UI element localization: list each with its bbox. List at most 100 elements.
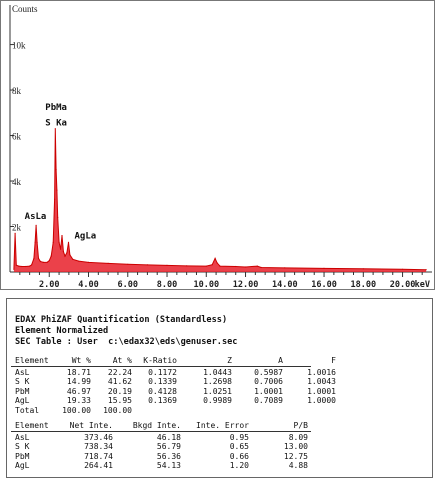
spectrum-point	[35, 224, 37, 226]
intensity-header-rule	[11, 430, 311, 432]
quant-cell: AsL	[15, 367, 30, 377]
spectrum-point	[402, 268, 404, 270]
intensity-cell: 1.20	[229, 461, 249, 471]
spectrum-point	[362, 268, 364, 270]
spectrum-area	[13, 128, 427, 272]
quant-cell: 0.1369	[148, 396, 177, 406]
quant-cell: 14.99	[66, 377, 91, 387]
quant-cell: 0.7089	[254, 396, 283, 406]
quant-cell: 20.19	[107, 386, 132, 396]
x-tick-label: 10.00	[193, 280, 219, 290]
quant-cell: A	[278, 356, 283, 365]
quant-row: AgL 19.33 15.95 0.1369 0.9989 0.7089 1.0000	[11, 396, 430, 406]
quant-cell: 0.1339	[148, 377, 177, 387]
spectrum-point	[13, 268, 15, 270]
spectrum-point	[46, 261, 48, 263]
spectrum-point	[15, 264, 17, 266]
quant-cell: 1.0016	[307, 367, 336, 377]
spectrum-point	[244, 266, 247, 268]
report-normalization: Element Normalized	[15, 326, 109, 336]
intensity-cell: Bkgd Inte.	[132, 421, 181, 430]
quant-cell: 0.7006	[254, 377, 283, 387]
spectrum-chart: Counts 2k 4k 6k 8k 10k 2.00 4.00 6.00 8.00 10.00 12…	[0, 0, 435, 290]
y-tick-label: 8k	[12, 86, 22, 96]
quantification-table: Element Wt % At % K-Ratio Z A F AsL 18.71 22.24 0.…	[11, 356, 430, 416]
spectrum-point	[219, 265, 221, 267]
intensity-cell: P/B	[293, 421, 308, 430]
spectrum-point	[34, 241, 36, 243]
quant-header-rule	[11, 365, 311, 367]
intensity-row: AsL 373.46 46.18 0.95 8.09	[11, 433, 430, 443]
spectrum-point	[52, 241, 54, 243]
x-tick-label: 8.00	[157, 280, 177, 290]
x-tick-label: 2.00	[39, 280, 59, 290]
x-tick-label: 4.00	[78, 280, 98, 290]
quant-cell: K-Ratio	[143, 356, 177, 365]
spectrum-point	[87, 261, 90, 263]
spectrum-point	[60, 248, 62, 250]
y-tick-label: 10k	[12, 41, 26, 51]
quant-cell: Wt %	[71, 356, 91, 365]
spectrum-line	[13, 128, 427, 271]
x-tick-label: 18.00	[351, 280, 377, 290]
spectrum-point	[33, 257, 35, 259]
intensity-cell: 0.65	[229, 442, 249, 452]
intensity-row: AgL 264.41 54.13 1.20 4.88	[11, 461, 430, 471]
spectrum-point	[29, 265, 31, 267]
intensity-row: S K 738.34 56.79 0.65 13.00	[11, 442, 430, 452]
spectrum-point	[284, 267, 286, 269]
quant-cell: 1.0001	[254, 386, 283, 396]
y-tick-label: 2k	[12, 223, 22, 233]
spectrum-point	[58, 241, 60, 243]
intensity-table: Element Net Inte. Bkgd Inte. Inte. Error P/B…	[11, 421, 430, 471]
quant-cell: At %	[112, 356, 132, 365]
peak-label-asla: AsLa	[25, 212, 47, 222]
quant-cell: 1.2698	[203, 377, 232, 387]
spectrum-point	[425, 269, 427, 271]
intensity-cell: Net Inte.	[69, 421, 113, 430]
quant-row: Total 100.00 100.00	[11, 406, 430, 416]
quant-cell: PbM	[15, 386, 30, 396]
quant-cell: 0.1172	[148, 367, 177, 377]
quant-cell: Total	[15, 405, 40, 415]
spectrum-point	[166, 264, 168, 266]
spectrum-point	[78, 260, 80, 262]
quant-row: PbM 46.97 20.19 0.4128 1.0251 1.0001 1.0001	[11, 387, 430, 397]
quant-cell: 0.5987	[254, 367, 283, 377]
spectrum-point	[48, 260, 50, 262]
quant-cell: 15.95	[107, 396, 132, 406]
quant-cell: 0.4128	[148, 386, 177, 396]
x-tick-label: 20.00	[390, 280, 416, 290]
quant-cell: 1.0001	[307, 386, 336, 396]
spectrum-point	[42, 261, 45, 263]
spectrum-point	[69, 254, 71, 256]
intensity-cell: Inte. Error	[196, 421, 249, 430]
spectrum-point	[67, 241, 70, 243]
spectrum-point	[216, 262, 218, 264]
spectrum-point	[235, 265, 237, 268]
spectrum-point	[62, 250, 64, 253]
intensity-cell: 264.41	[84, 461, 113, 471]
spectrum-point	[214, 257, 216, 259]
x-tick-label: 16.00	[311, 280, 337, 290]
y-tick-label: 6k	[12, 132, 22, 142]
quant-cell: S K	[15, 377, 30, 387]
intensity-cell: 8.09	[288, 432, 308, 442]
quant-row: AsL 18.71 22.24 0.1172 1.0443 0.5987 1.0016	[11, 368, 430, 378]
intensity-cell: 13.00	[283, 442, 308, 452]
intensity-cell: 56.79	[156, 442, 181, 452]
intensity-row: PbM 718.74 56.36 0.66 12.75	[11, 452, 430, 462]
spectrum-point	[107, 262, 109, 264]
peak-label-pbma: PbMa	[45, 103, 67, 113]
spectrum-point	[256, 265, 258, 267]
spectrum-point	[56, 189, 58, 191]
quant-cell: 41.62	[107, 377, 132, 387]
spectrum-point	[25, 265, 27, 268]
intensity-cell: 738.34	[84, 442, 113, 452]
spectrum-point	[39, 260, 42, 263]
quant-cell: 1.0000	[307, 396, 336, 406]
spectrum-point	[18, 265, 20, 267]
intensity-cell: PbM	[15, 451, 30, 461]
intensity-cell: 54.13	[156, 461, 181, 471]
intensity-cell: Element	[15, 421, 49, 430]
